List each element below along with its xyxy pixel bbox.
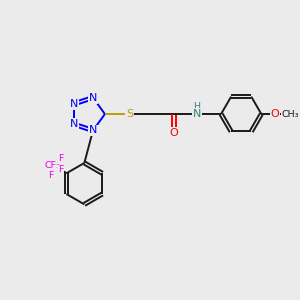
Text: N: N <box>70 99 78 109</box>
Text: F: F <box>58 165 63 174</box>
Text: F: F <box>48 171 54 180</box>
Text: O: O <box>170 128 178 138</box>
Text: N: N <box>89 125 97 136</box>
Text: N: N <box>89 93 97 103</box>
Text: S: S <box>126 109 133 119</box>
Text: CH₃: CH₃ <box>281 110 299 118</box>
Text: N: N <box>192 109 201 119</box>
Text: CF₃: CF₃ <box>45 161 61 170</box>
Text: F: F <box>58 154 63 164</box>
Text: O: O <box>271 109 279 119</box>
Text: N: N <box>70 119 78 129</box>
Text: H: H <box>193 101 200 110</box>
